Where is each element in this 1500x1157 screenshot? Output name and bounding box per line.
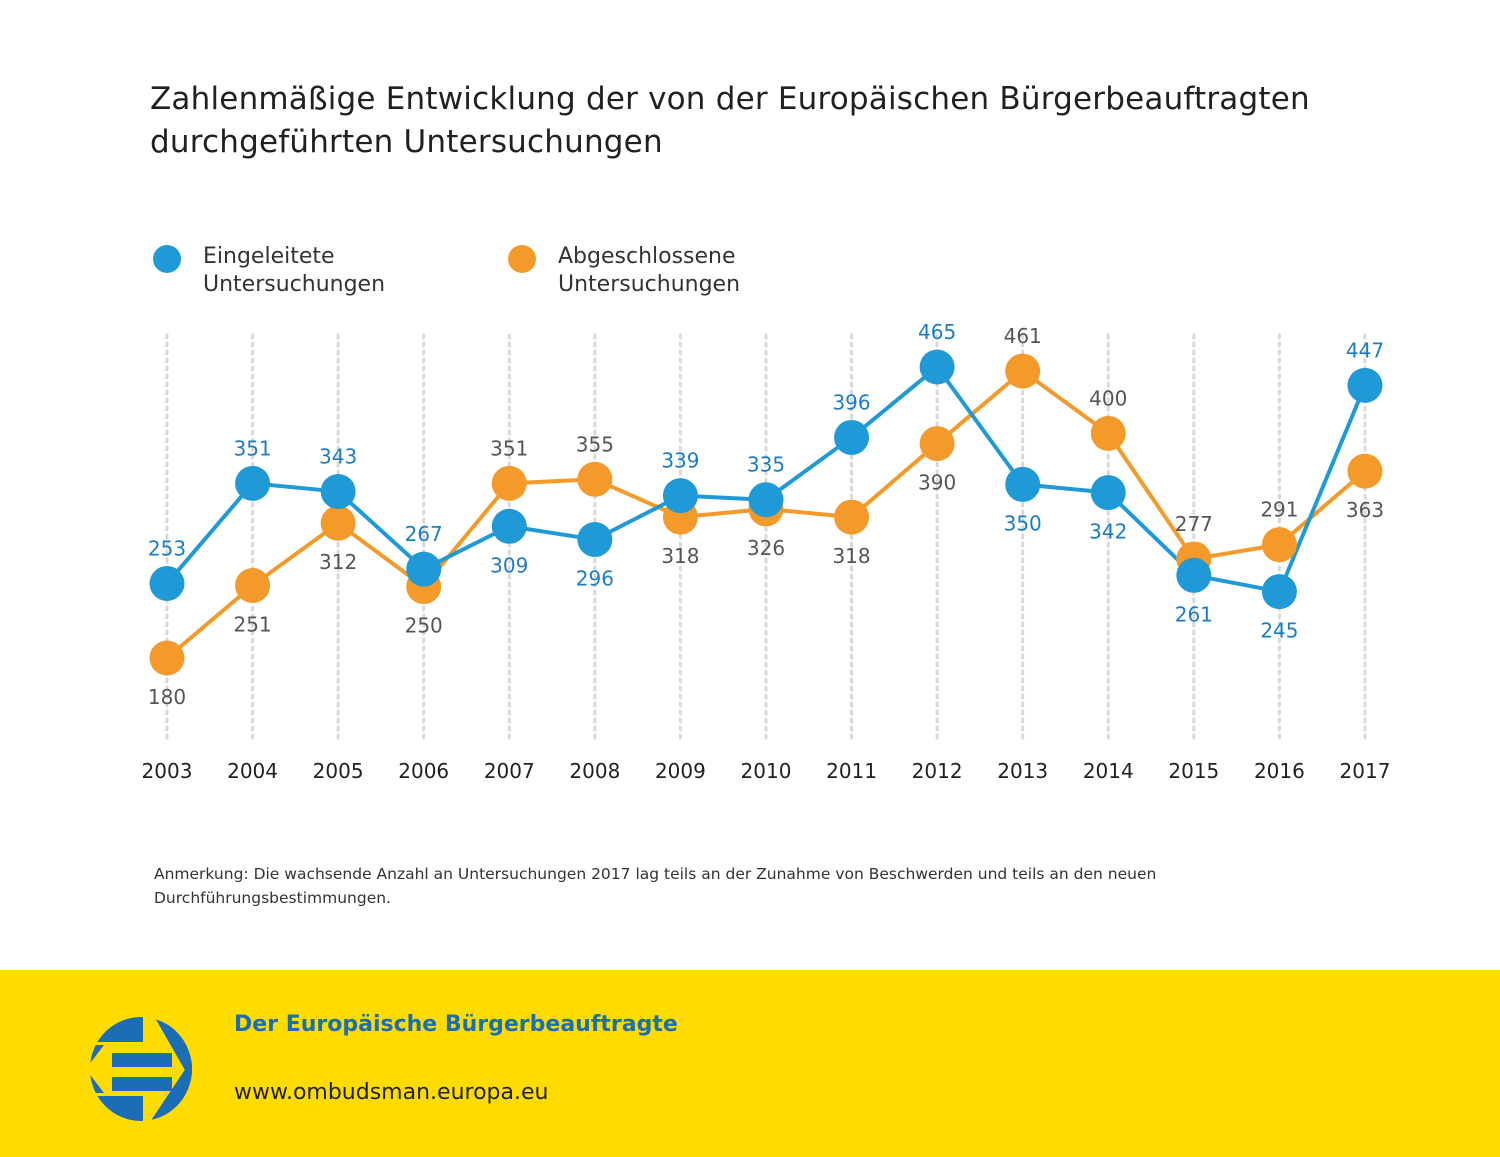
data-label-abgeschlossen-2010: 326 — [747, 536, 785, 560]
x-tick-label-2006: 2006 — [398, 759, 449, 783]
data-point-eingeleitet-2016 — [1261, 574, 1297, 610]
data-label-eingeleitet-2010: 335 — [747, 453, 785, 477]
data-point-eingeleitet-2010 — [748, 482, 784, 518]
data-label-eingeleitet-2004: 351 — [233, 436, 271, 460]
x-tick-label-2004: 2004 — [227, 759, 278, 783]
legend-marker-orange-icon — [508, 245, 536, 273]
chart-note: Anmerkung: Die wachsende Anzahl an Unter… — [154, 865, 1157, 907]
data-label-abgeschlossen-2004: 251 — [233, 613, 271, 637]
data-label-abgeschlossen-2011: 318 — [832, 544, 870, 568]
x-tick-label-2009: 2009 — [655, 759, 706, 783]
data-label-abgeschlossen-2017: 363 — [1346, 498, 1384, 522]
series-points — [149, 349, 1383, 676]
data-label-eingeleitet-2007: 309 — [490, 553, 528, 577]
data-label-abgeschlossen-2008: 355 — [576, 432, 614, 456]
data-point-eingeleitet-2012 — [919, 349, 955, 385]
data-point-abgeschlossen-2016 — [1261, 527, 1297, 563]
data-label-eingeleitet-2014: 342 — [1089, 520, 1127, 544]
data-label-eingeleitet-2015: 261 — [1175, 602, 1213, 626]
data-point-eingeleitet-2004 — [235, 465, 271, 501]
data-label-eingeleitet-2003: 253 — [148, 536, 186, 560]
legend-label-abgeschlossen: Abgeschlossene Untersuchungen — [558, 244, 741, 297]
data-point-eingeleitet-2007 — [491, 508, 527, 544]
data-point-abgeschlossen-2005 — [320, 505, 356, 541]
footer-organization-name: Der Europäische Bürgerbeauftragte — [234, 1012, 678, 1037]
x-tick-label-2012: 2012 — [912, 759, 963, 783]
data-point-eingeleitet-2011 — [834, 419, 870, 455]
data-point-abgeschlossen-2007 — [491, 465, 527, 501]
data-point-abgeschlossen-2008 — [577, 461, 613, 497]
x-tick-label-2011: 2011 — [826, 759, 877, 783]
data-label-abgeschlossen-2014: 400 — [1089, 386, 1127, 410]
data-point-eingeleitet-2005 — [320, 474, 356, 510]
data-label-eingeleitet-2008: 296 — [576, 567, 614, 591]
data-label-eingeleitet-2013: 350 — [1004, 511, 1042, 535]
legend-label-eingeleitet: Eingeleitete Untersuchungen — [203, 244, 386, 297]
x-tick-label-2017: 2017 — [1340, 759, 1391, 783]
footer-website-link[interactable]: www.ombudsman.europa.eu — [234, 1080, 549, 1105]
data-point-abgeschlossen-2013 — [1005, 353, 1041, 389]
data-point-eingeleitet-2013 — [1005, 466, 1041, 502]
footer-band — [0, 970, 1500, 1157]
data-label-abgeschlossen-2015: 277 — [1175, 512, 1213, 536]
data-label-eingeleitet-2009: 339 — [661, 449, 699, 473]
chart-title: Zahlenmäßige Entwicklung der von der Eur… — [150, 81, 1310, 160]
european-ombudsman-logo-icon — [90, 1017, 192, 1121]
x-tick-label-2010: 2010 — [741, 759, 792, 783]
data-label-abgeschlossen-2007: 351 — [490, 436, 528, 460]
data-label-eingeleitet-2011: 396 — [832, 390, 870, 414]
data-point-abgeschlossen-2017 — [1347, 453, 1383, 489]
data-point-abgeschlossen-2004 — [235, 568, 271, 604]
data-label-abgeschlossen-2005: 312 — [319, 550, 357, 574]
legend-item-eingeleitet: Eingeleitete Untersuchungen — [153, 243, 385, 299]
data-point-eingeleitet-2017 — [1347, 367, 1383, 403]
data-point-abgeschlossen-2003 — [149, 640, 185, 676]
data-labels: 253 351 343 267 309 296 339 335 396 465 350 342 261 2… — [148, 320, 1384, 709]
x-tick-label-2013: 2013 — [997, 759, 1048, 783]
data-label-abgeschlossen-2003: 180 — [148, 685, 186, 709]
data-point-eingeleitet-2008 — [577, 522, 613, 558]
x-tick-label-2005: 2005 — [313, 759, 364, 783]
x-axis-labels: 2003 2004 2005 2006 2007 2008 2009 2010 2011 2012… — [142, 759, 1391, 783]
legend-item-abgeschlossen: Abgeschlossene Untersuchungen — [508, 243, 740, 299]
x-tick-label-2008: 2008 — [569, 759, 620, 783]
data-point-eingeleitet-2009 — [662, 478, 698, 514]
data-point-eingeleitet-2003 — [149, 565, 185, 601]
data-label-eingeleitet-2016: 245 — [1260, 619, 1298, 643]
data-point-eingeleitet-2006 — [406, 551, 442, 587]
data-point-eingeleitet-2014 — [1090, 475, 1126, 511]
data-label-eingeleitet-2017: 447 — [1346, 338, 1384, 362]
x-tick-label-2014: 2014 — [1083, 759, 1134, 783]
legend-marker-blue-icon — [153, 245, 181, 273]
data-label-eingeleitet-2012: 465 — [918, 320, 956, 344]
data-label-abgeschlossen-2012: 390 — [918, 471, 956, 495]
data-label-abgeschlossen-2006: 250 — [405, 614, 443, 638]
data-point-abgeschlossen-2014 — [1090, 415, 1126, 451]
data-label-abgeschlossen-2016: 291 — [1260, 498, 1298, 522]
data-label-abgeschlossen-2013: 461 — [1004, 324, 1042, 348]
x-tick-label-2016: 2016 — [1254, 759, 1305, 783]
x-tick-label-2015: 2015 — [1168, 759, 1219, 783]
line-chart: 253 351 343 267 309 296 339 335 396 465 350 342 261 2… — [142, 320, 1391, 783]
x-tick-label-2003: 2003 — [142, 759, 193, 783]
data-point-eingeleitet-2015 — [1176, 557, 1212, 593]
data-label-abgeschlossen-2009: 318 — [661, 544, 699, 568]
data-point-abgeschlossen-2011 — [834, 499, 870, 535]
data-point-abgeschlossen-2012 — [919, 426, 955, 462]
data-label-eingeleitet-2005: 343 — [319, 445, 357, 469]
data-label-eingeleitet-2006: 267 — [405, 522, 443, 546]
x-tick-label-2007: 2007 — [484, 759, 535, 783]
